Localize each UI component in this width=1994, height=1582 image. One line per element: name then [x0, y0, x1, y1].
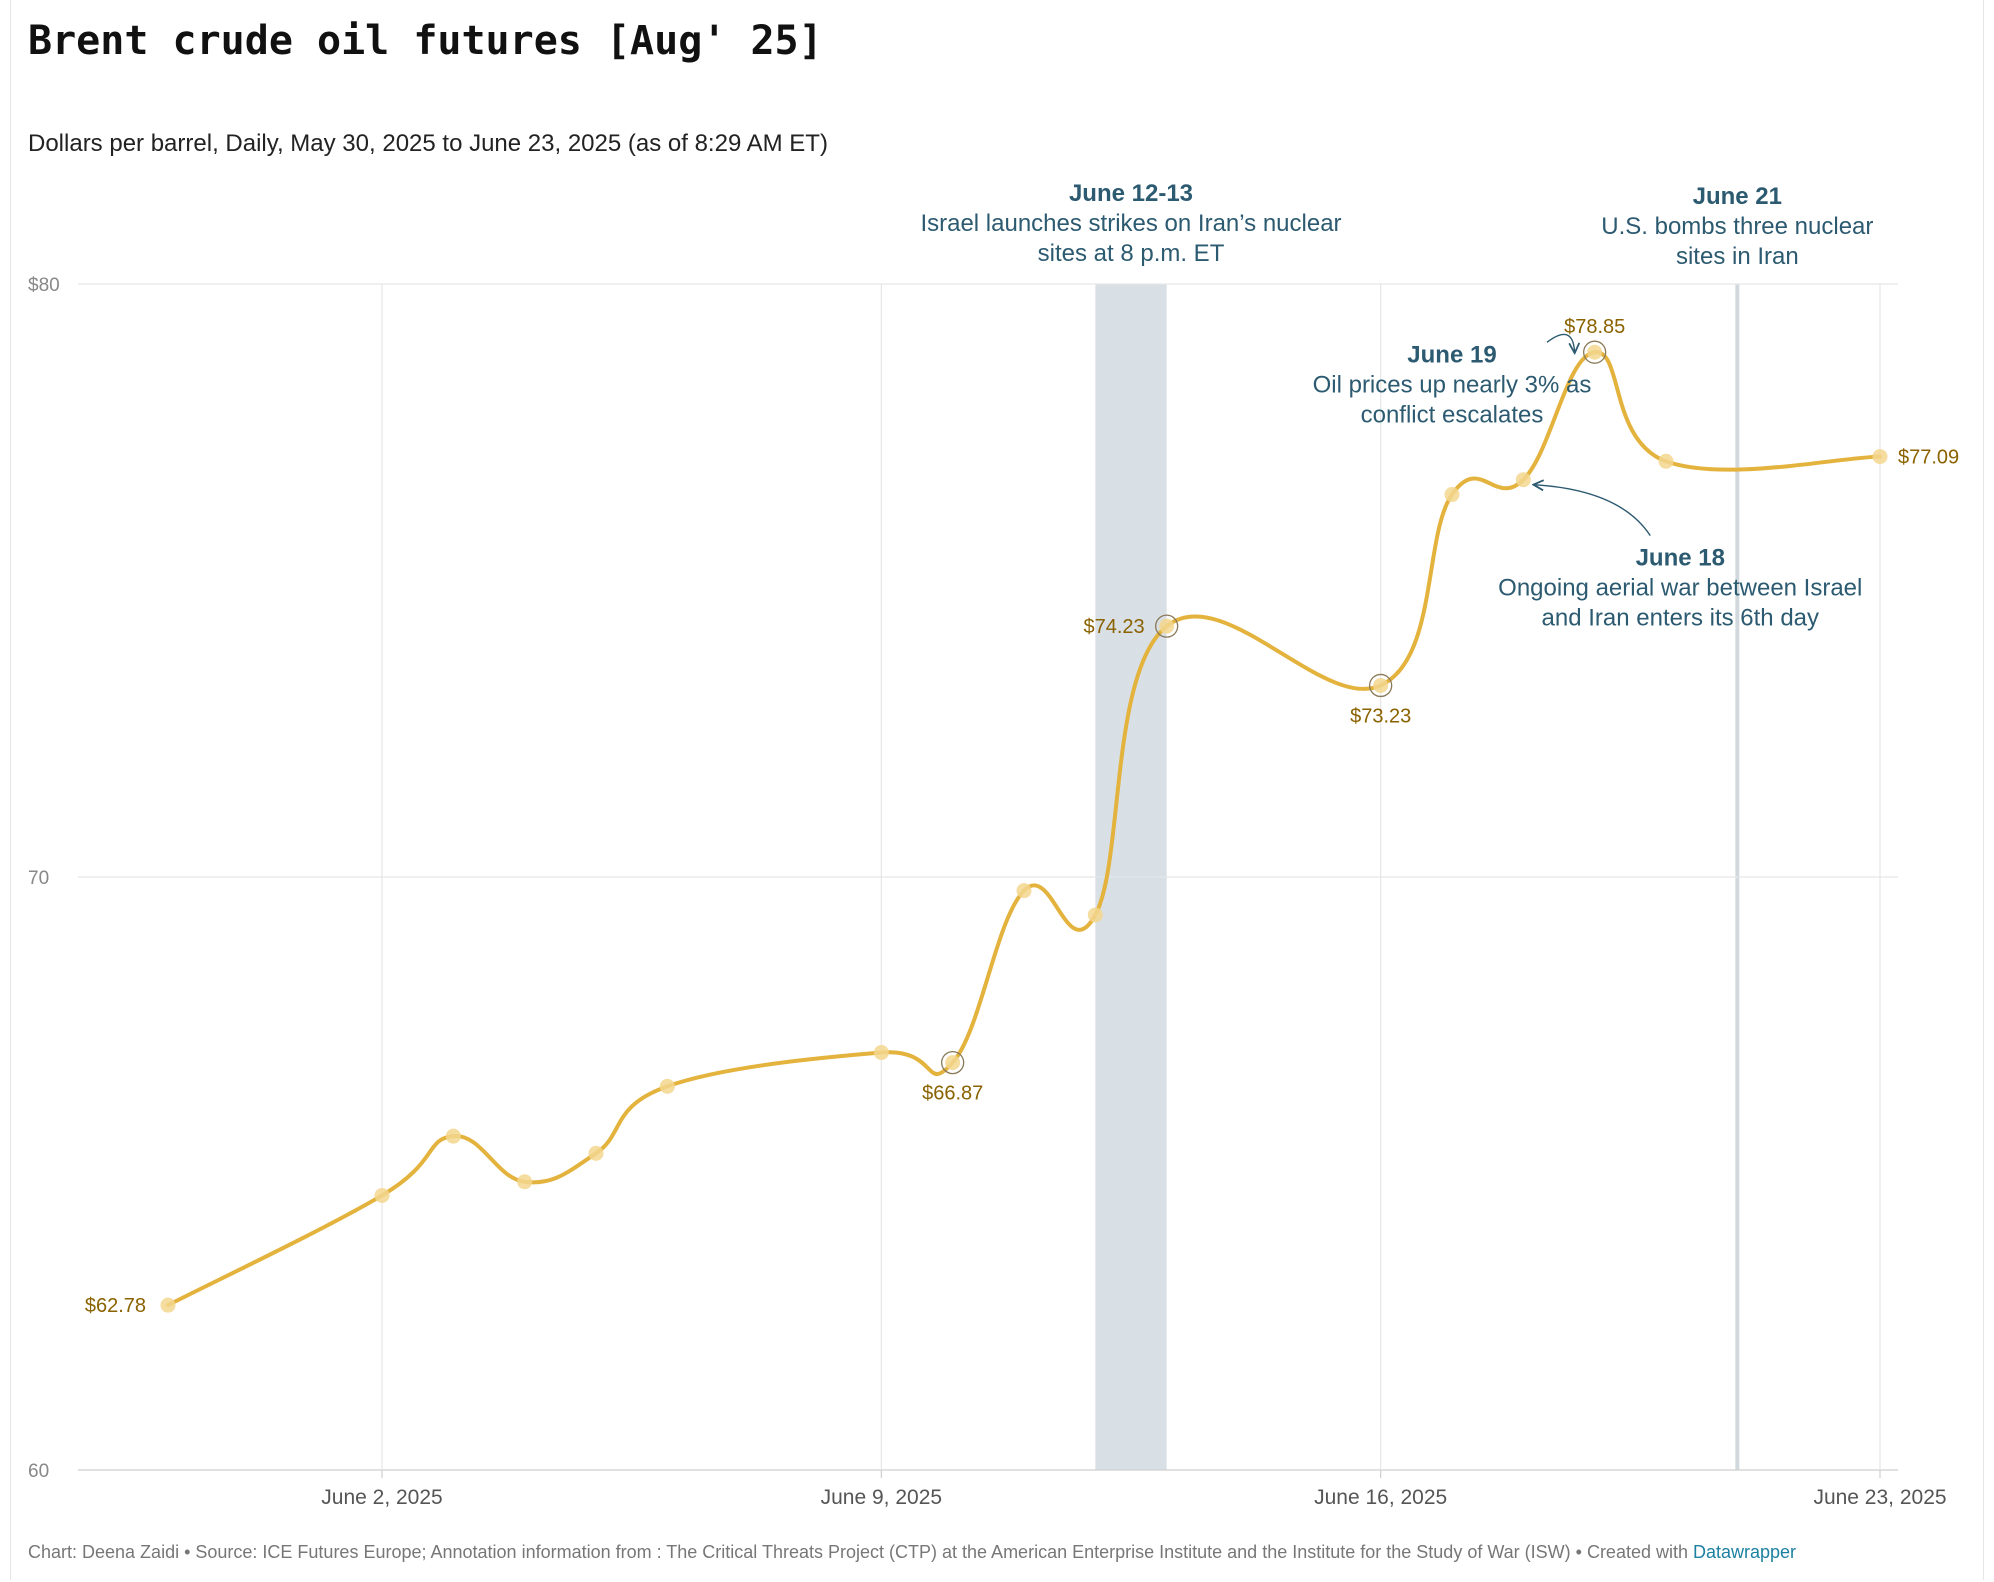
annotation-heading: June 12-13: [1069, 180, 1193, 207]
data-point: [517, 1174, 533, 1190]
annotation-arrow: [1546, 333, 1575, 353]
chart-footer: Chart: Deena Zaidi • Source: ICE Futures…: [28, 1542, 1796, 1563]
annotation-heading: June 21: [1693, 183, 1782, 210]
annotation-line: Oil prices up nearly 3% as: [1313, 371, 1592, 398]
data-point: [659, 1078, 675, 1094]
line-chart: $80 70 60 June 2, 2025 June 9, 2025 June 16,…: [28, 180, 1959, 1509]
value-label: $66.87: [922, 1083, 983, 1105]
data-point: [1373, 677, 1389, 693]
value-label: $78.85: [1564, 316, 1625, 338]
grid-lines: [78, 283, 1898, 1471]
value-label: $62.78: [85, 1295, 146, 1317]
datawrapper-link[interactable]: Datawrapper: [1693, 1542, 1797, 1562]
footer-credit: Chart: Deena Zaidi • Source: ICE Futures…: [28, 1542, 1693, 1562]
y-tick-label: 60: [28, 1461, 49, 1482]
data-point: [445, 1128, 461, 1144]
data-point: [1087, 907, 1103, 923]
data-point: [873, 1045, 889, 1061]
data-point: [160, 1297, 176, 1313]
x-tick-label: June 2, 2025: [321, 1486, 442, 1509]
data-point: [1658, 453, 1674, 469]
data-point: [1872, 449, 1888, 465]
annotation-line: Israel launches strikes on Iran’s nuclea…: [920, 210, 1341, 237]
x-axis: June 2, 2025 June 9, 2025 June 16, 2025 Jun…: [321, 1470, 1947, 1509]
data-point: [588, 1145, 604, 1161]
y-tick-label: 70: [28, 868, 49, 889]
series-line: [166, 350, 1882, 1308]
annotation-jun21: June 21 U.S. bombs three nuclear sites in …: [1601, 183, 1873, 270]
highlight-ring: [1583, 340, 1607, 364]
annotation-line: Ongoing aerial war between Israel: [1498, 575, 1862, 602]
value-labels: $62.78 $66.87 $74.23 $73.23 $78.85 $77.09: [85, 316, 1959, 1317]
y-tick-label: $80: [28, 275, 60, 296]
data-point: [1515, 472, 1531, 488]
annotation-arrow: [1533, 485, 1651, 537]
annotation-heading: June 18: [1636, 545, 1725, 572]
series-layer: [160, 344, 1888, 1313]
value-label: $73.23: [1350, 705, 1411, 727]
data-point: [1159, 618, 1175, 634]
chart-frame: [10, 0, 1984, 1580]
highlight-ring: [1155, 614, 1179, 638]
data-point: [1444, 487, 1460, 503]
data-point: [1016, 883, 1032, 899]
annotation-line: and Iran enters its 6th day: [1542, 605, 1820, 632]
chart-title: Brent crude oil futures [Aug' 25]: [28, 18, 823, 64]
annotation-jun19: June 19 Oil prices up nearly 3% as conflic…: [1313, 341, 1592, 428]
annotation-heading: June 19: [1407, 341, 1496, 368]
annotation-line: U.S. bombs three nuclear: [1601, 213, 1873, 240]
annotations: June 12-13 Israel launches strikes on Ira…: [920, 180, 1873, 632]
highlight-ring: [941, 1050, 965, 1075]
x-tick-label: June 23, 2025: [1813, 1486, 1946, 1509]
annotation-line: sites in Iran: [1676, 243, 1799, 270]
y-axis: $80 70 60: [28, 275, 60, 1482]
highlight-ring: [1369, 673, 1393, 698]
chart-subtitle: Dollars per barrel, Daily, May 30, 2025 …: [28, 130, 828, 157]
annotation-jun12: June 12-13 Israel launches strikes on Ira…: [920, 180, 1341, 267]
x-tick-label: June 9, 2025: [821, 1486, 942, 1509]
annotation-line: conflict escalates: [1361, 401, 1544, 428]
annotation-line: sites at 8 p.m. ET: [1038, 240, 1225, 267]
value-label: $74.23: [1083, 616, 1144, 638]
value-label: $77.09: [1898, 447, 1959, 469]
data-point: [1587, 344, 1603, 360]
x-tick-label: June 16, 2025: [1314, 1486, 1447, 1509]
data-point: [945, 1055, 961, 1071]
annotation-jun18: June 18 Ongoing aerial war between Israel…: [1498, 545, 1862, 632]
data-point: [374, 1187, 390, 1203]
